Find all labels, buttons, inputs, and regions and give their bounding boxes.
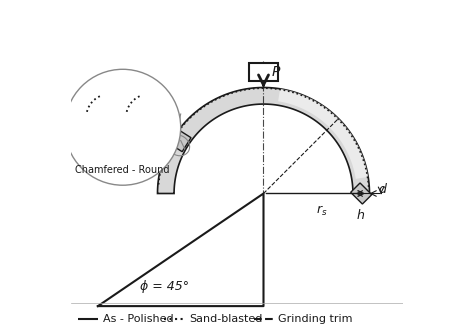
Text: ϕ = 45°: ϕ = 45° <box>140 280 189 293</box>
Text: $h$: $h$ <box>356 208 365 222</box>
Text: $d$: $d$ <box>378 182 388 195</box>
Text: P: P <box>272 65 280 79</box>
Polygon shape <box>98 193 264 306</box>
Text: $r_s$: $r_s$ <box>316 203 328 217</box>
Text: Chamfered - Round: Chamfered - Round <box>75 165 170 175</box>
Polygon shape <box>171 131 191 152</box>
Text: Grinding trim: Grinding trim <box>278 314 353 324</box>
Text: Sand-blasted: Sand-blasted <box>189 314 262 324</box>
PathPatch shape <box>278 89 368 179</box>
Bar <box>248 63 278 81</box>
PathPatch shape <box>157 88 370 193</box>
Polygon shape <box>351 183 372 204</box>
Circle shape <box>65 69 181 185</box>
Text: As - Polished: As - Polished <box>103 314 173 324</box>
